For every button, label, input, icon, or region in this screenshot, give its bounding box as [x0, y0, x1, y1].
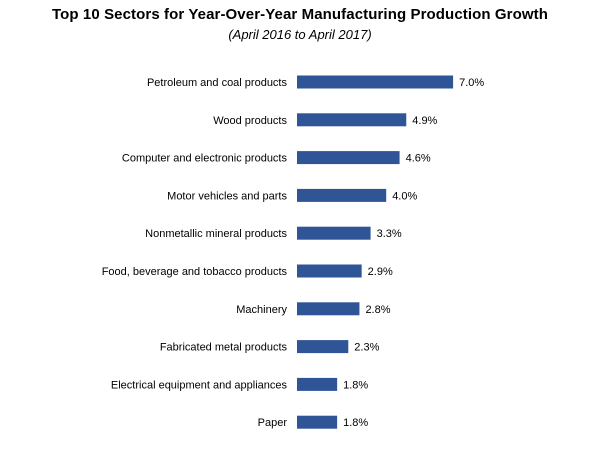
category-label: Fabricated metal products — [160, 342, 288, 354]
bar — [297, 151, 400, 165]
bar — [297, 113, 407, 127]
category-label: Wood products — [213, 115, 287, 127]
category-label: Electrical equipment and appliances — [111, 379, 288, 391]
data-label: 1.8% — [343, 417, 368, 429]
data-label: 4.9% — [412, 115, 437, 127]
data-label: 3.3% — [377, 228, 402, 240]
chart-subtitle: (April 2016 to April 2017) — [228, 27, 372, 42]
category-label: Motor vehicles and parts — [167, 190, 287, 202]
category-label: Food, beverage and tobacco products — [102, 266, 288, 278]
data-label: 4.0% — [392, 190, 417, 202]
category-label: Paper — [258, 417, 288, 429]
category-label: Machinery — [236, 304, 287, 316]
chart-title: Top 10 Sectors for Year-Over-Year Manufa… — [51, 6, 549, 23]
data-label: 2.3% — [354, 342, 379, 354]
data-label: 1.8% — [343, 379, 368, 391]
bar — [297, 188, 387, 202]
data-label: 4.6% — [406, 153, 431, 165]
bar — [297, 226, 371, 240]
bar — [297, 302, 360, 316]
data-label: 2.8% — [365, 304, 390, 316]
bar — [297, 75, 454, 89]
bar — [297, 415, 338, 429]
data-label: 7.0% — [459, 77, 484, 89]
bar — [297, 340, 349, 354]
bar — [297, 264, 362, 278]
data-label: 2.9% — [368, 266, 393, 278]
bar — [297, 377, 338, 391]
category-label: Computer and electronic products — [122, 153, 288, 165]
category-label: Nonmetallic mineral products — [145, 228, 287, 240]
category-label: Petroleum and coal products — [147, 77, 288, 89]
